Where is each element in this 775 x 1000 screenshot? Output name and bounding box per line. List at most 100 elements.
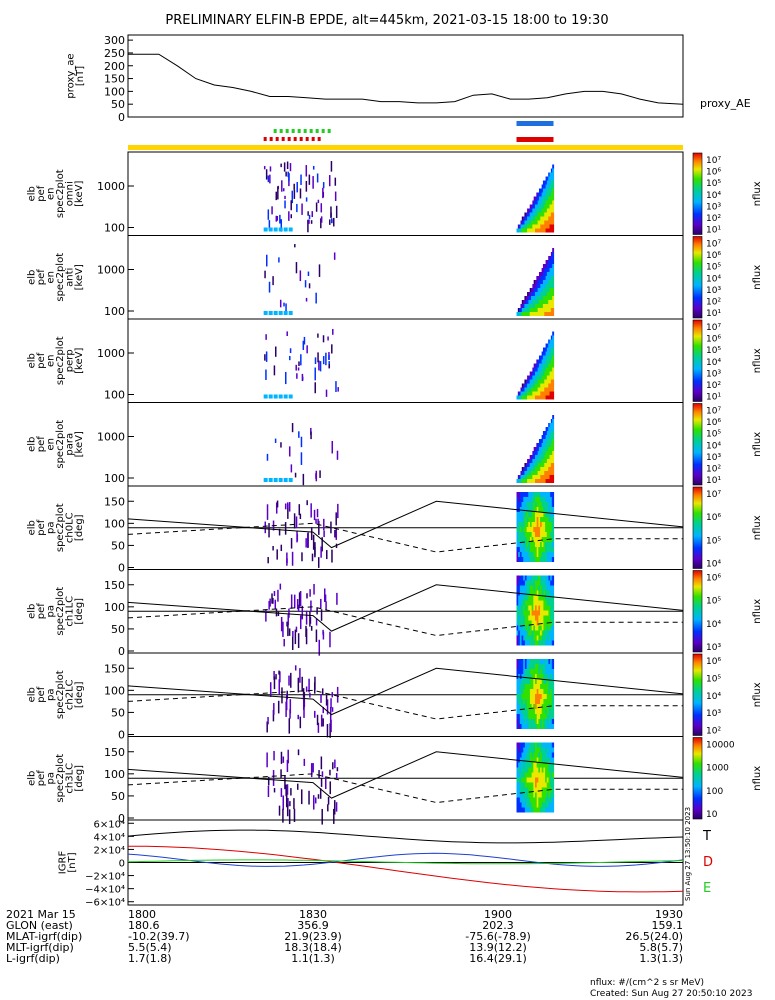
spec-en-1-pixel (535, 312, 537, 316)
spec-pa-0-pixel (551, 552, 555, 557)
spec-pa-3-pixel (545, 747, 548, 753)
spec-pa-0-pixel (541, 557, 545, 562)
zone-red-dot (281, 137, 285, 141)
spec-pa-3-pixel (538, 747, 541, 753)
spec-pa-2-pixel (543, 684, 546, 689)
spec-pa-3-loss-cone (127, 751, 684, 799)
spec-en-2-pixel (521, 383, 524, 388)
spec-pa-2-pixel (536, 719, 539, 724)
spec-pa-0-pixel (521, 517, 524, 522)
spec-pa-2-pixel (524, 709, 528, 714)
footer-row-value: 16.4(29.1) (469, 952, 527, 965)
spec-en-0-pixel (542, 212, 545, 217)
spec-en-3-pixel (549, 443, 552, 447)
spec-en-2-pixel (549, 383, 552, 388)
spec-en-3-pixel (537, 459, 540, 463)
spec-en-1-pixel (532, 296, 535, 300)
spec-en-1-pixel (549, 268, 552, 272)
spec-pa-0-pixel (521, 522, 524, 527)
spec-pa-2-pixel (540, 714, 543, 719)
spec-pa-2-pixel (519, 684, 523, 689)
spec-en-0-pixel (521, 220, 524, 225)
spec-pa-1-pixel (518, 585, 521, 591)
spec-en-3-pixel (544, 463, 547, 467)
spec-pa-0-pixel (521, 492, 524, 497)
spec-en-3-pixel (552, 423, 555, 427)
spec-pa-3-pixel (545, 772, 548, 778)
proxy-ae-ytick: 250 (104, 47, 125, 60)
spec-pa-3-pixel (543, 752, 546, 758)
spec-en-2-pixel (542, 363, 545, 368)
colorbar-4-tick: 10⁶ (706, 513, 721, 523)
colorbar-0-tick: 10³ (706, 202, 721, 212)
spec-en-1-pixel (548, 264, 551, 268)
spec-pa-2-pixel (528, 684, 531, 689)
spec-en-0-pixel (275, 215, 278, 222)
spec-en-2-pixel (540, 375, 543, 380)
spec-en-0-pixel (546, 216, 549, 221)
spec-en-1-pixel (533, 292, 536, 296)
spec-pa-0-pixel (526, 547, 529, 552)
spec-en-0-pixel (536, 228, 539, 233)
spec-pa-1-pixel (541, 580, 545, 586)
spec-en-1-pixel (548, 304, 551, 308)
spec-pa-3-pixel (538, 752, 541, 758)
spec-en-1-pixel (552, 260, 555, 264)
spec-pa-0-pixel (531, 497, 534, 502)
spec-en-1-pixel (540, 304, 543, 308)
spec-en-0-pixel (523, 224, 526, 229)
spec-pa-0-pixel (548, 542, 551, 547)
spec-en-0-pixel (542, 228, 545, 233)
spec-en-0-pixel (312, 176, 314, 189)
spec-pa-0-pixel (516, 512, 519, 517)
spec-en-2-pixel (529, 395, 532, 400)
spec-pa-1-pixel (277, 589, 279, 602)
spec-en-0-pixel (535, 212, 537, 217)
spec-pa-0-pixel (528, 552, 531, 557)
spec-pa-2-ytick: 150 (104, 662, 125, 675)
spec-pa-3-pixel (523, 782, 526, 788)
spec-pa-1-pixel (536, 590, 539, 596)
spec-en-2-pixel (538, 391, 541, 396)
spec-pa-3-pixel (536, 762, 539, 768)
spec-pa-0-pixel (521, 512, 524, 517)
spec-en-3-pixel (302, 473, 305, 486)
spec-en-3-pixel (550, 427, 553, 431)
spec-pa-1-pixel (536, 635, 539, 641)
spec-pa-1-pixel (543, 625, 546, 631)
colorbar-0-tick: 10¹ (706, 226, 721, 236)
spec-pa-1-pixel (546, 630, 550, 636)
spec-pa-0-pixel (524, 497, 528, 502)
spec-en-3-pixel (548, 459, 551, 463)
spec-en-3-pixel (535, 479, 537, 483)
spec-en-0-pixel (550, 228, 553, 233)
spec-en-3-pixel (532, 467, 535, 471)
spec-en-1-pixel (550, 272, 553, 276)
spec-en-1-pixel (546, 260, 549, 264)
spec-en-0-pixel (548, 184, 551, 189)
spec-en-3-pixel (546, 475, 549, 479)
spec-en-3-pixel (533, 463, 536, 467)
spec-en-1-pixel (538, 296, 541, 300)
spec-pa-2-pixel (529, 669, 533, 674)
spec-pa-0-pixel (541, 527, 545, 532)
spec-en-2-pixel (527, 383, 529, 388)
spec-en-3-pixel (263, 478, 268, 482)
spec-pa-2-pixel (533, 674, 536, 679)
colorbar-4-label: nflux (752, 515, 763, 540)
spec-pa-3-pixel (548, 792, 551, 798)
spec-pa-3-pixel (524, 742, 528, 748)
spec-en-1-pixel (532, 304, 535, 308)
spec-pa-0-pixel (516, 557, 519, 562)
spec-en-1-pixel (550, 260, 553, 264)
spec-en-0-pixel (538, 196, 541, 201)
spec-en-2-pixel (550, 339, 553, 344)
spec-pa-3-pixel (297, 749, 300, 756)
spec-pa-1-pixel (529, 610, 533, 616)
spec-en-0-pixel (548, 228, 551, 233)
spec-pa-0-pixel (518, 492, 521, 497)
spec-en-0-pixel (527, 228, 529, 233)
spec-en-2-pixel (546, 387, 549, 392)
spec-pa-1-pixel (324, 594, 327, 602)
spec-pa-0-pixel (548, 507, 551, 512)
